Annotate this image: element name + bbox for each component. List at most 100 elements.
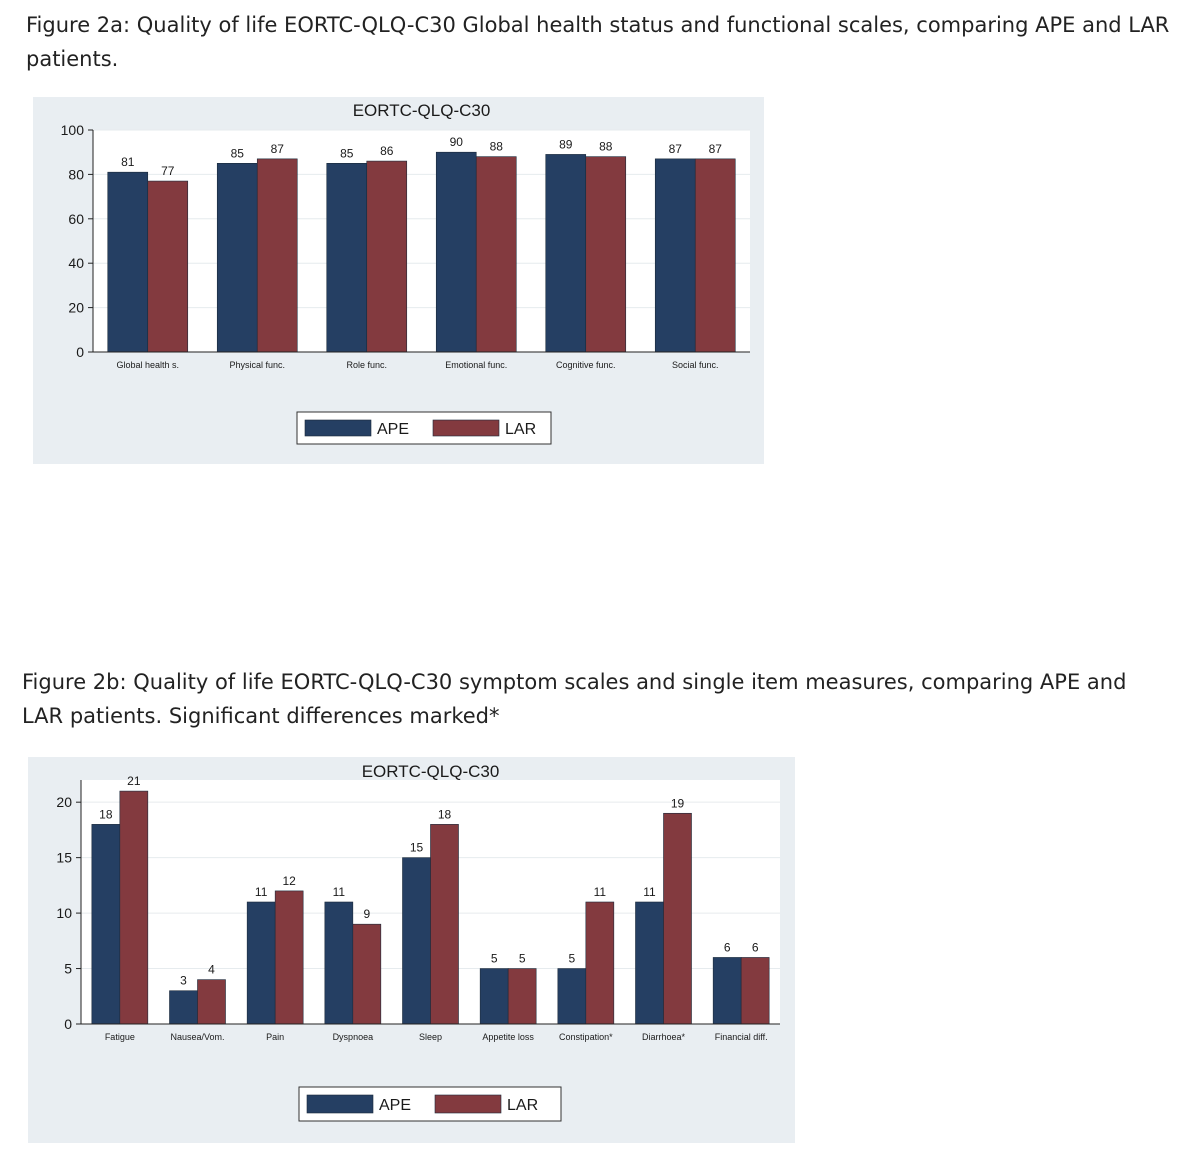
- bar-lar: [119, 790, 149, 1025]
- y-tick-label: 40: [68, 255, 84, 271]
- data-label-ape: 18: [99, 807, 113, 821]
- bar-ape: [402, 857, 431, 1025]
- x-tick-label: Social func.: [672, 360, 719, 370]
- chart-2b-svg: EORTC-QLQ-C30 0 5 10 15 20 18 21 Fatigue 3 4 Nausea…: [28, 757, 795, 1143]
- data-label-lar: 11: [594, 885, 607, 899]
- data-label-lar: 86: [380, 144, 394, 158]
- x-tick-label: Role func.: [346, 360, 387, 370]
- bar-lar: [256, 158, 298, 353]
- y-tick-label: 15: [56, 850, 72, 866]
- legend-swatch-ape: [306, 1094, 374, 1114]
- x-tick-label: Pain: [266, 1032, 284, 1042]
- bar-ape: [545, 154, 587, 353]
- bar-ape: [654, 158, 696, 353]
- data-label-lar: 88: [490, 140, 504, 154]
- data-label-lar: 21: [127, 774, 141, 788]
- x-tick-label: Constipation*: [559, 1032, 613, 1042]
- bar-lar: [585, 156, 627, 353]
- bar-lar: [366, 160, 408, 353]
- data-label-lar: 87: [709, 142, 723, 156]
- y-tick-label: 60: [68, 211, 84, 227]
- bar-lar: [663, 812, 692, 1025]
- data-label-lar: 87: [271, 142, 285, 156]
- y-tick-label: 80: [68, 166, 84, 182]
- legend-label-ape: APE: [379, 1097, 411, 1114]
- data-label-lar: 4: [208, 963, 215, 977]
- bar-lar: [507, 968, 537, 1025]
- bar-lar: [694, 158, 736, 353]
- x-tick-label: Global health s.: [116, 360, 179, 370]
- y-tick-label: 20: [68, 300, 84, 316]
- legend-label-lar: LAR: [505, 421, 536, 438]
- data-label-ape: 6: [724, 940, 731, 954]
- data-label-lar: 88: [599, 140, 613, 154]
- x-tick-label: Appetite loss: [482, 1032, 534, 1042]
- data-label-lar: 9: [363, 907, 370, 921]
- figure-2b-chart: EORTC-QLQ-C30 0 5 10 15 20 18 21 Fatigue 3 4 Nausea…: [28, 757, 795, 1143]
- y-tick-label: 0: [76, 344, 84, 360]
- chart-2a-svg: EORTC-QLQ-C30 0 20 40 60 80 100 81 77 Global heal…: [33, 97, 764, 464]
- bar-ape: [169, 990, 198, 1025]
- data-label-lar: 6: [752, 940, 759, 954]
- bar-lar: [197, 979, 226, 1025]
- x-tick-label: Dyspnoea: [333, 1032, 374, 1042]
- bar-lar: [475, 156, 517, 353]
- legend-label-ape: APE: [377, 421, 409, 438]
- bar-lar: [147, 180, 189, 353]
- bar-ape: [107, 171, 149, 353]
- x-tick-label: Sleep: [419, 1032, 442, 1042]
- chart-title: EORTC-QLQ-C30: [353, 101, 491, 120]
- figure-2a-caption: Figure 2a: Quality of life EORTC-QLQ-C30…: [26, 13, 1170, 71]
- bar-ape: [635, 901, 664, 1025]
- bar-ape: [324, 901, 354, 1025]
- bar-ape: [435, 151, 477, 353]
- data-label-ape: 81: [121, 155, 135, 169]
- data-label-ape: 11: [255, 885, 268, 899]
- bar-ape: [326, 163, 368, 353]
- x-tick-label: Physical func.: [229, 360, 285, 370]
- data-label-lar: 5: [519, 952, 526, 966]
- chart-title: EORTC-QLQ-C30: [362, 762, 500, 781]
- x-tick-label: Nausea/Vom.: [170, 1032, 224, 1042]
- x-tick-label: Fatigue: [105, 1032, 135, 1042]
- x-tick-label: Cognitive func.: [556, 360, 616, 370]
- y-tick-label: 10: [56, 905, 72, 921]
- y-tick-label: 20: [56, 794, 72, 810]
- legend-label-lar: LAR: [507, 1097, 538, 1114]
- data-label-ape: 5: [568, 952, 575, 966]
- legend-swatch-ape: [304, 419, 372, 437]
- data-label-ape: 11: [643, 885, 656, 899]
- legend-swatch-lar: [432, 419, 500, 437]
- data-label-ape: 15: [410, 841, 424, 855]
- bar-ape: [479, 968, 509, 1025]
- bar-ape: [216, 163, 258, 353]
- data-label-ape: 90: [450, 135, 464, 149]
- data-label-lar: 12: [282, 874, 296, 888]
- legend-swatch-lar: [434, 1094, 502, 1114]
- data-label-lar: 18: [438, 807, 452, 821]
- figure-2a-chart: EORTC-QLQ-C30 0 20 40 60 80 100 81 77 Global heal…: [33, 97, 764, 464]
- x-tick-label: Diarrhoea*: [642, 1032, 686, 1042]
- x-tick-label: Financial diff.: [715, 1032, 768, 1042]
- bar-ape: [91, 824, 121, 1025]
- data-label-ape: 5: [491, 952, 498, 966]
- bar-lar: [430, 824, 459, 1025]
- bar-ape: [557, 968, 587, 1025]
- plot-area: [93, 130, 750, 352]
- data-label-ape: 11: [333, 885, 346, 899]
- bar-ape: [246, 901, 276, 1025]
- bar-lar: [740, 957, 770, 1025]
- y-tick-label: 5: [64, 961, 72, 977]
- y-tick-label: 100: [61, 122, 85, 138]
- figure-2b-caption: Figure 2b: Quality of life EORTC-QLQ-C30…: [22, 670, 1127, 728]
- bar-lar: [585, 901, 615, 1025]
- data-label-lar: 19: [671, 796, 685, 810]
- data-label-ape: 85: [231, 146, 245, 160]
- x-tick-label: Emotional func.: [445, 360, 507, 370]
- bar-ape: [712, 957, 742, 1025]
- data-label-ape: 87: [669, 142, 683, 156]
- data-label-ape: 89: [559, 137, 573, 151]
- bar-lar: [274, 890, 304, 1025]
- data-label-ape: 3: [180, 974, 187, 988]
- bar-lar: [352, 923, 382, 1025]
